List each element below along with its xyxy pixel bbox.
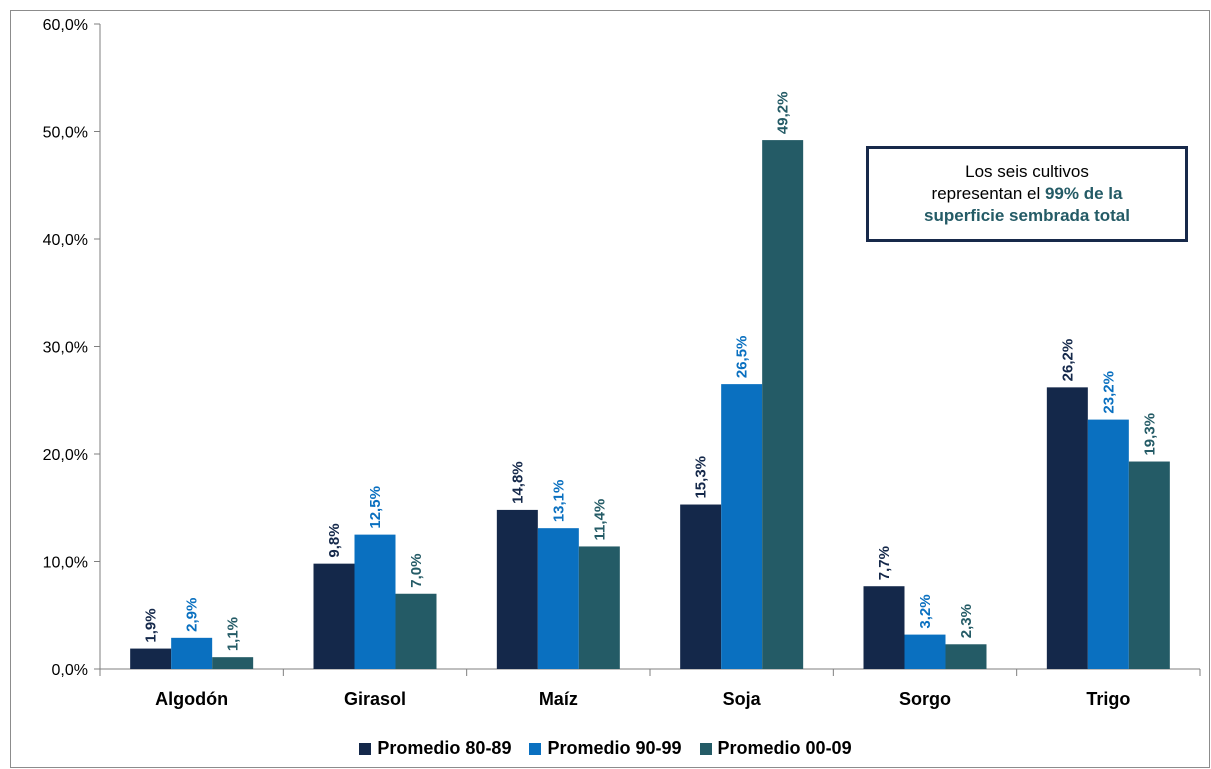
data-label: 26,5% [734, 336, 751, 379]
legend-label: Promedio 90-99 [547, 738, 682, 758]
y-tick-label: 60,0% [43, 17, 88, 34]
y-tick-label: 30,0% [43, 340, 88, 357]
data-label: 1,9% [143, 608, 160, 642]
bar [537, 528, 579, 669]
legend-item: Promedio 90-99 [529, 738, 682, 759]
legend-swatch [359, 742, 372, 755]
legend-label: Promedio 00-09 [717, 738, 852, 758]
data-label: 9,8% [326, 523, 343, 557]
x-category-label: Soja [723, 689, 762, 709]
data-label: 49,2% [775, 92, 792, 135]
bar [171, 637, 213, 669]
bar [945, 644, 987, 669]
data-label: 14,8% [509, 461, 526, 504]
legend-swatch [699, 742, 712, 755]
chart-frame [10, 10, 1210, 768]
y-tick-label: 20,0% [43, 447, 88, 464]
annotation-box: Los seis cultivos representan el 99% de … [866, 146, 1188, 242]
bar [863, 586, 905, 669]
data-label: 7,0% [408, 554, 425, 588]
bar [1128, 461, 1170, 669]
bar [354, 534, 396, 669]
bars [130, 140, 1170, 670]
y-tick-label: 0,0% [52, 662, 88, 679]
bar [904, 634, 946, 669]
annotation-line-1: Los seis cultivos [965, 162, 1089, 181]
bar [130, 648, 172, 669]
bar [313, 563, 355, 669]
y-tick-label: 40,0% [43, 232, 88, 249]
x-category-label: Girasol [344, 689, 406, 709]
data-label: 11,4% [591, 499, 608, 541]
bar [1087, 419, 1129, 669]
annotation-line-3: superficie sembrada total [924, 206, 1130, 225]
data-label: 13,1% [550, 480, 567, 523]
data-label: 26,2% [1059, 339, 1076, 382]
x-category-label: Algodón [155, 689, 228, 709]
axes: 0,0% 10,0% 20,0% 30,0% 40,0% 50,0% 60,0% Algodó… [43, 17, 1201, 709]
x-category-label: Trigo [1086, 689, 1130, 709]
y-tick-label: 50,0% [43, 125, 88, 142]
legend: Promedio 80-89 Promedio 90-99 Promedio 00-… [0, 738, 1211, 759]
legend-swatch [529, 742, 542, 755]
data-label: 23,2% [1100, 371, 1117, 414]
data-label: 12,5% [367, 486, 384, 529]
legend-item: Promedio 00-09 [699, 738, 852, 759]
annotation-line-2: representan el 99% de la [932, 183, 1123, 205]
annotation-text: representan el [931, 184, 1045, 203]
data-label: 19,3% [1141, 413, 1158, 456]
data-label: 3,2% [917, 594, 934, 628]
bar [1046, 387, 1088, 669]
legend-label: Promedio 80-89 [377, 738, 512, 758]
bar [721, 384, 763, 669]
bar [578, 546, 620, 669]
annotation-highlight: 99% de la [1044, 184, 1123, 203]
data-label: 1,1% [225, 617, 242, 651]
x-category-label: Maíz [539, 689, 578, 709]
bar [496, 509, 538, 669]
value-labels: 1,9% 2,9% 1,1% 9,8% 12,5% 7,0% 14,8% 13,1% 11,4%… [143, 92, 1159, 652]
y-tick-label: 10,0% [43, 555, 88, 572]
bar [680, 504, 722, 669]
data-label: 7,7% [876, 546, 893, 580]
bar [762, 140, 804, 670]
bar [212, 657, 254, 669]
bar [395, 593, 437, 669]
data-label: 2,9% [184, 598, 201, 632]
data-label: 15,3% [693, 456, 710, 499]
x-category-label: Sorgo [899, 689, 951, 709]
legend-item: Promedio 80-89 [359, 738, 511, 759]
data-label: 2,3% [958, 604, 975, 638]
